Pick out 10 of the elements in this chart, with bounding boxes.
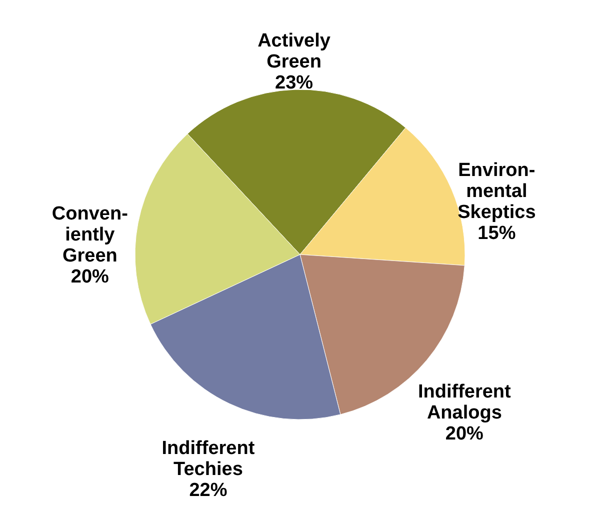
data-label: 23% xyxy=(275,72,314,94)
data-label: 22% xyxy=(189,480,228,501)
data-label: 20% xyxy=(445,423,484,444)
slice-label: Actively Green xyxy=(258,30,331,73)
data-label: 20% xyxy=(70,266,110,288)
slice-label: Conven- iently Green xyxy=(52,204,128,267)
slice-label: Indifferent Analogs xyxy=(418,381,512,424)
slice-label: Environ- mental Skeptics xyxy=(458,160,536,224)
slice-label: Indifferent Techies xyxy=(162,438,256,480)
data-label: 15% xyxy=(478,223,516,244)
